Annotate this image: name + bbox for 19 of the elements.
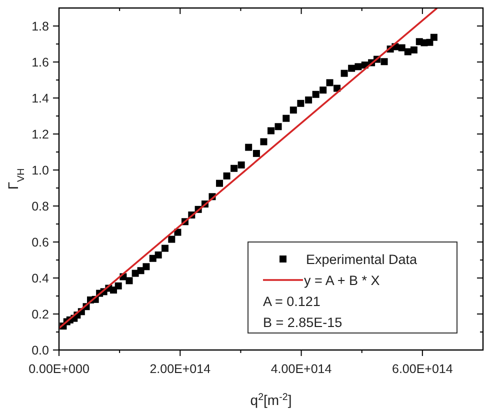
y-tick-label: 1.4 xyxy=(32,92,50,106)
y-tick-label: 0.0 xyxy=(32,344,50,358)
x-tick-label: 2.00E+014 xyxy=(150,362,211,376)
annotation: A = 0.121 xyxy=(263,294,320,309)
y-tick-label: 0.2 xyxy=(32,308,50,322)
y-tick-label: 0.4 xyxy=(32,272,50,286)
legend-label: Experimental Data xyxy=(306,252,418,267)
x-tick-label: 0.00E+000 xyxy=(28,362,90,376)
legend-label: y = A + B * X xyxy=(304,273,380,288)
y-tick-label: 0.8 xyxy=(32,200,50,214)
x-tick-label: 6.00E+014 xyxy=(392,362,453,376)
y-tick-label: 1.8 xyxy=(32,20,50,34)
y-tick-label: 1.2 xyxy=(32,128,50,142)
x-axis-title: q$^{2}$[m$^{-2}$] xyxy=(250,392,292,408)
y-tick-label: 1.0 xyxy=(32,164,50,178)
y-tick-label: 1.6 xyxy=(32,56,50,70)
x-tick-label: 4.00E+014 xyxy=(270,362,332,376)
annotation: B = 2.85E-15 xyxy=(263,315,342,330)
y-tick-label: 0.6 xyxy=(32,236,50,250)
